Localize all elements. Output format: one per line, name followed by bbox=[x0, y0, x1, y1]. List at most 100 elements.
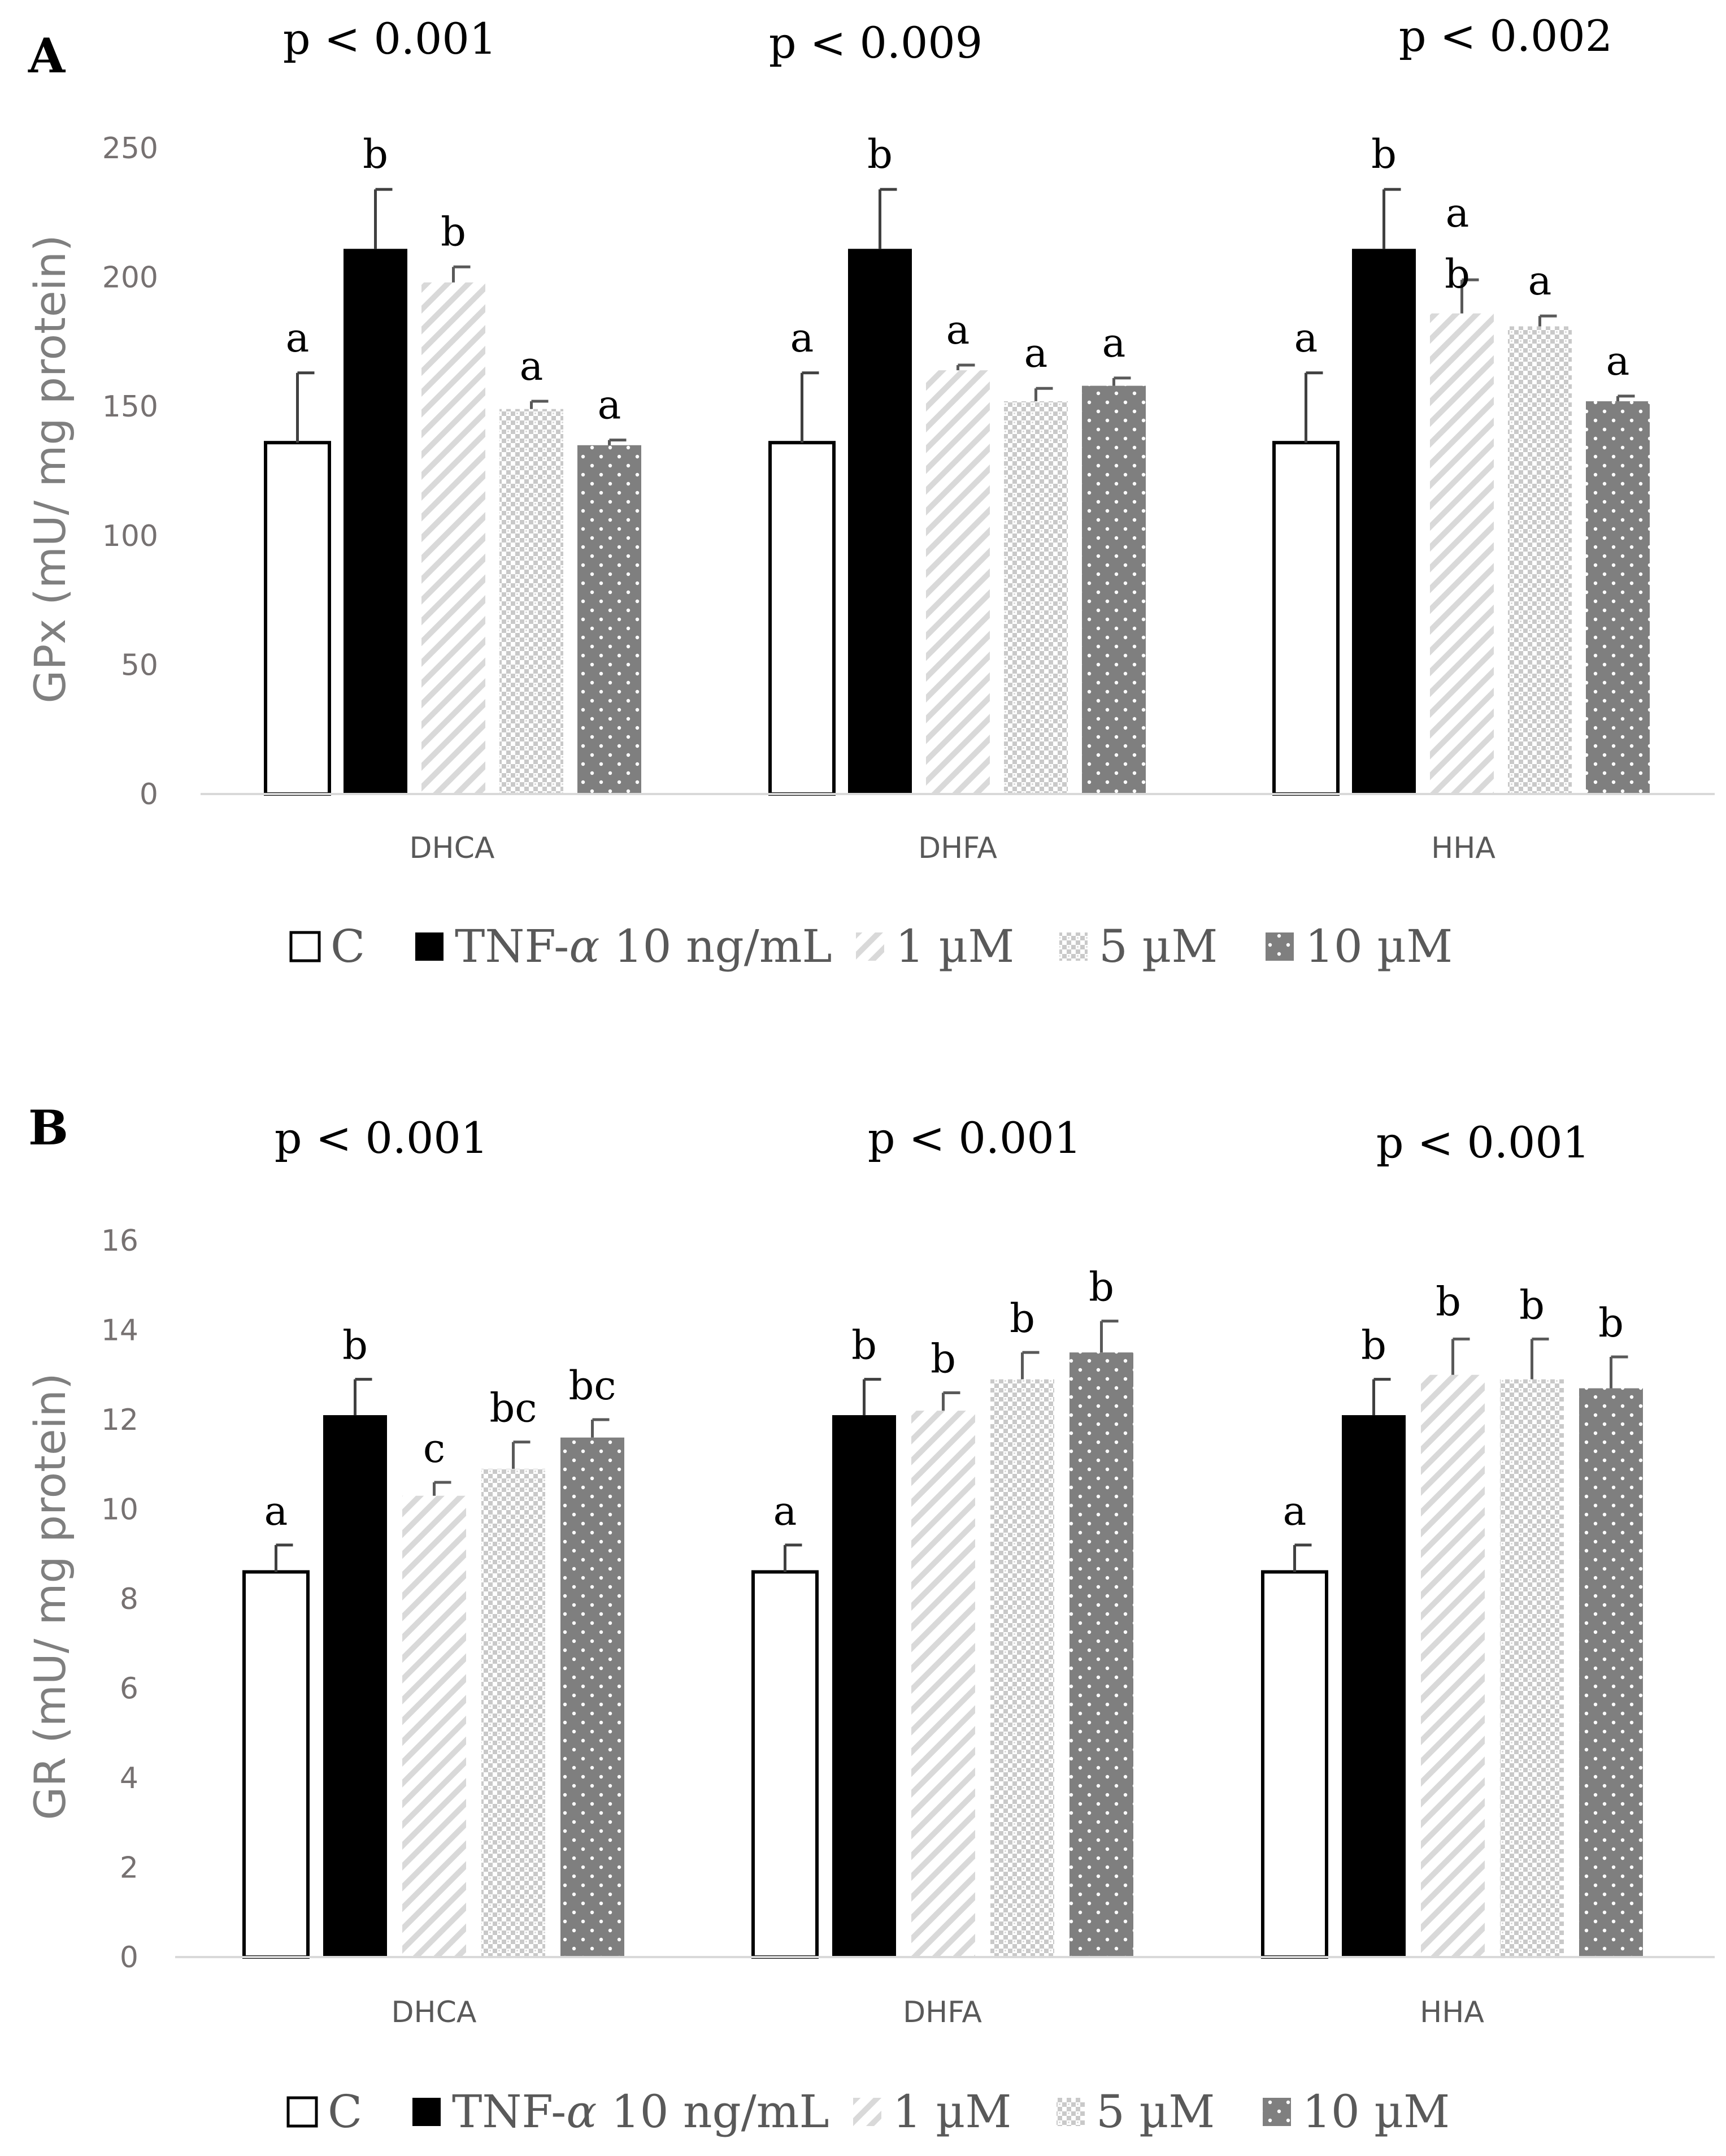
panel-b-error-dhca-control bbox=[275, 1543, 293, 1572]
panel-a-error-dhfa-control bbox=[801, 371, 819, 443]
panel-a-p-value-dhca: p < 0.001 bbox=[283, 14, 497, 64]
panel-a-bar-dhca-1um bbox=[421, 282, 485, 794]
panel-a-bar-hha-control bbox=[1272, 441, 1340, 796]
panel-a-y-tick-50: 50 bbox=[121, 648, 158, 682]
panel-a-bar-hha-5um bbox=[1508, 326, 1572, 794]
panel-a-bar-dhfa-5um bbox=[1004, 401, 1068, 794]
panel-b-bar-dhfa-1um bbox=[911, 1411, 975, 1957]
legend-b-swatch-5um bbox=[1057, 2098, 1085, 2126]
panel-b-legend: C TNF-α 10 ng/mL 1 µM 5 µM 10 µM bbox=[286, 2085, 1450, 2138]
panel-b-category-hha: HHA bbox=[1420, 1996, 1484, 2029]
panel-b-error-dhfa-5um bbox=[1021, 1351, 1040, 1380]
panel-a-bar-dhca-tnf bbox=[344, 249, 407, 795]
panel-a-letter-dhfa-10um: a bbox=[1102, 320, 1126, 366]
panel-a-error-dhfa-5um bbox=[1034, 387, 1053, 402]
panel-a-error-bars bbox=[296, 188, 1635, 445]
legend-a-label-5um: 5 µM bbox=[1099, 920, 1218, 973]
panel-b-y-tick-16: 16 bbox=[101, 1224, 138, 1258]
legend-a-label-10um: 10 µM bbox=[1305, 920, 1453, 973]
panel-a-letter-hha-1um-a: a bbox=[1446, 190, 1470, 236]
panel-a-chart: A GPx (mU/ mg protein) 0 50 100 150 200 250 a… bbox=[25, 11, 1715, 865]
panel-b-letter-hha-5um: b bbox=[1519, 1282, 1545, 1328]
panel-b-y-ticks: 0 2 4 6 8 10 12 14 16 bbox=[101, 1224, 138, 1975]
legend-b-swatch-tnf bbox=[412, 2098, 441, 2126]
panel-b-label: B bbox=[28, 1100, 68, 1156]
panel-b-bar-dhca-control bbox=[242, 1570, 310, 1959]
panel-a-bars bbox=[264, 249, 1650, 796]
legend-b-swatch-1um bbox=[853, 2098, 881, 2126]
legend-a-swatch-5um bbox=[1059, 932, 1088, 961]
panel-b-letter-dhca-10um: bc bbox=[568, 1363, 616, 1409]
panel-a-letter-hha-tnf: b bbox=[1371, 131, 1397, 177]
panel-a-letter-hha-10um: a bbox=[1606, 338, 1630, 384]
panel-a-error-dhca-1um bbox=[452, 265, 471, 283]
legend-a-label-1um: 1 µM bbox=[895, 920, 1014, 973]
panel-b-letter-hha-tnf: b bbox=[1361, 1322, 1386, 1369]
panel-a-error-hha-tnf bbox=[1382, 188, 1401, 249]
panel-a-letter-dhfa-5um: a bbox=[1024, 330, 1048, 376]
panel-b-y-tick-14: 14 bbox=[101, 1314, 138, 1348]
panel-a-bar-dhfa-tnf bbox=[848, 249, 912, 795]
panel-b-letter-dhfa-tnf: b bbox=[851, 1322, 877, 1369]
legend-a-swatch-control bbox=[289, 931, 321, 962]
panel-b-bars bbox=[242, 1352, 1643, 1959]
legend-b-label-1um: 1 µM bbox=[893, 2085, 1011, 2138]
panel-b-bar-hha-1um bbox=[1421, 1374, 1485, 1957]
legend-a-swatch-10um bbox=[1266, 932, 1294, 961]
panel-b-error-dhca-5um bbox=[512, 1441, 531, 1469]
panel-a-bar-dhfa-1um bbox=[926, 370, 990, 794]
panel-a-y-tick-250: 250 bbox=[102, 132, 158, 166]
panel-a-y-tick-150: 150 bbox=[102, 390, 158, 424]
panel-b-error-dhca-tnf bbox=[354, 1378, 372, 1416]
panel-a-error-dhfa-10um bbox=[1112, 376, 1131, 386]
panel-b-bar-dhca-10um bbox=[560, 1437, 624, 1957]
panel-b-y-tick-12: 12 bbox=[101, 1403, 138, 1437]
panel-b-y-tick-4: 4 bbox=[120, 1762, 138, 1795]
panel-b-letter-dhca-tnf: b bbox=[342, 1322, 368, 1369]
panel-a-y-tick-200: 200 bbox=[102, 261, 158, 295]
panel-b-p-value-hha: p < 0.001 bbox=[1376, 1117, 1590, 1168]
panel-b-error-hha-5um bbox=[1531, 1337, 1549, 1380]
panel-b-error-dhca-1um bbox=[433, 1481, 451, 1496]
panel-b-bar-dhca-tnf bbox=[323, 1415, 387, 1957]
panel-a-letter-hha-5um: a bbox=[1528, 258, 1552, 304]
panel-b-letter-dhfa-10um: b bbox=[1089, 1264, 1114, 1311]
panel-a-bar-hha-1um bbox=[1430, 313, 1494, 794]
panel-b-y-tick-6: 6 bbox=[120, 1672, 138, 1706]
panel-a-y-tick-100: 100 bbox=[102, 519, 158, 553]
panel-a-bar-dhfa-control bbox=[768, 441, 836, 796]
panel-b-error-hha-control bbox=[1293, 1543, 1312, 1572]
panel-a-error-dhca-tnf bbox=[374, 188, 393, 249]
panel-b-bar-hha-tnf bbox=[1342, 1415, 1406, 1957]
panel-b-error-hha-tnf bbox=[1372, 1378, 1391, 1416]
panel-b-bar-hha-10um bbox=[1579, 1388, 1643, 1957]
panel-b-y-tick-8: 8 bbox=[120, 1582, 138, 1616]
panel-a-bar-dhfa-10um bbox=[1082, 385, 1146, 794]
panel-b-error-dhfa-1um bbox=[942, 1391, 960, 1411]
panel-a-category-dhfa: DHFA bbox=[918, 831, 997, 865]
panel-a-bar-dhca-control bbox=[264, 441, 331, 796]
panel-a-y-axis-label: GPx (mU/ mg protein) bbox=[25, 235, 75, 703]
legend-b-swatch-control bbox=[286, 2096, 318, 2128]
legend-a-label-tnf: TNF-α 10 ng/mL bbox=[455, 920, 832, 973]
panel-b-p-value-dhfa: p < 0.001 bbox=[868, 1113, 1081, 1163]
panel-a-error-hha-5um bbox=[1538, 314, 1557, 327]
panel-b-letter-dhfa-5um: b bbox=[1010, 1295, 1035, 1342]
panel-a-error-dhca-control bbox=[296, 371, 315, 443]
panel-b-letter-hha-10um: b bbox=[1598, 1300, 1624, 1346]
panel-a-letter-dhfa-tnf: b bbox=[867, 131, 893, 177]
panel-a-category-dhca: DHCA bbox=[409, 831, 494, 865]
panel-b-bar-dhfa-10um bbox=[1069, 1352, 1133, 1957]
panel-a-p-value-dhfa: p < 0.009 bbox=[769, 18, 982, 68]
panel-a-label: A bbox=[28, 28, 66, 84]
panel-a-error-hha-1um bbox=[1460, 278, 1479, 314]
panel-b-letter-dhca-control: a bbox=[264, 1488, 288, 1534]
panel-b-error-bars bbox=[275, 1320, 1628, 1572]
legend-b-label-control: C bbox=[328, 2085, 362, 2138]
panel-b-y-tick-2: 2 bbox=[120, 1851, 138, 1885]
panel-b-bar-hha-5um bbox=[1500, 1379, 1564, 1957]
panel-b-chart: B GR (mU/ mg protein) 0 2 4 6 8 10 12 14 16 a a a b… bbox=[25, 1100, 1715, 2029]
